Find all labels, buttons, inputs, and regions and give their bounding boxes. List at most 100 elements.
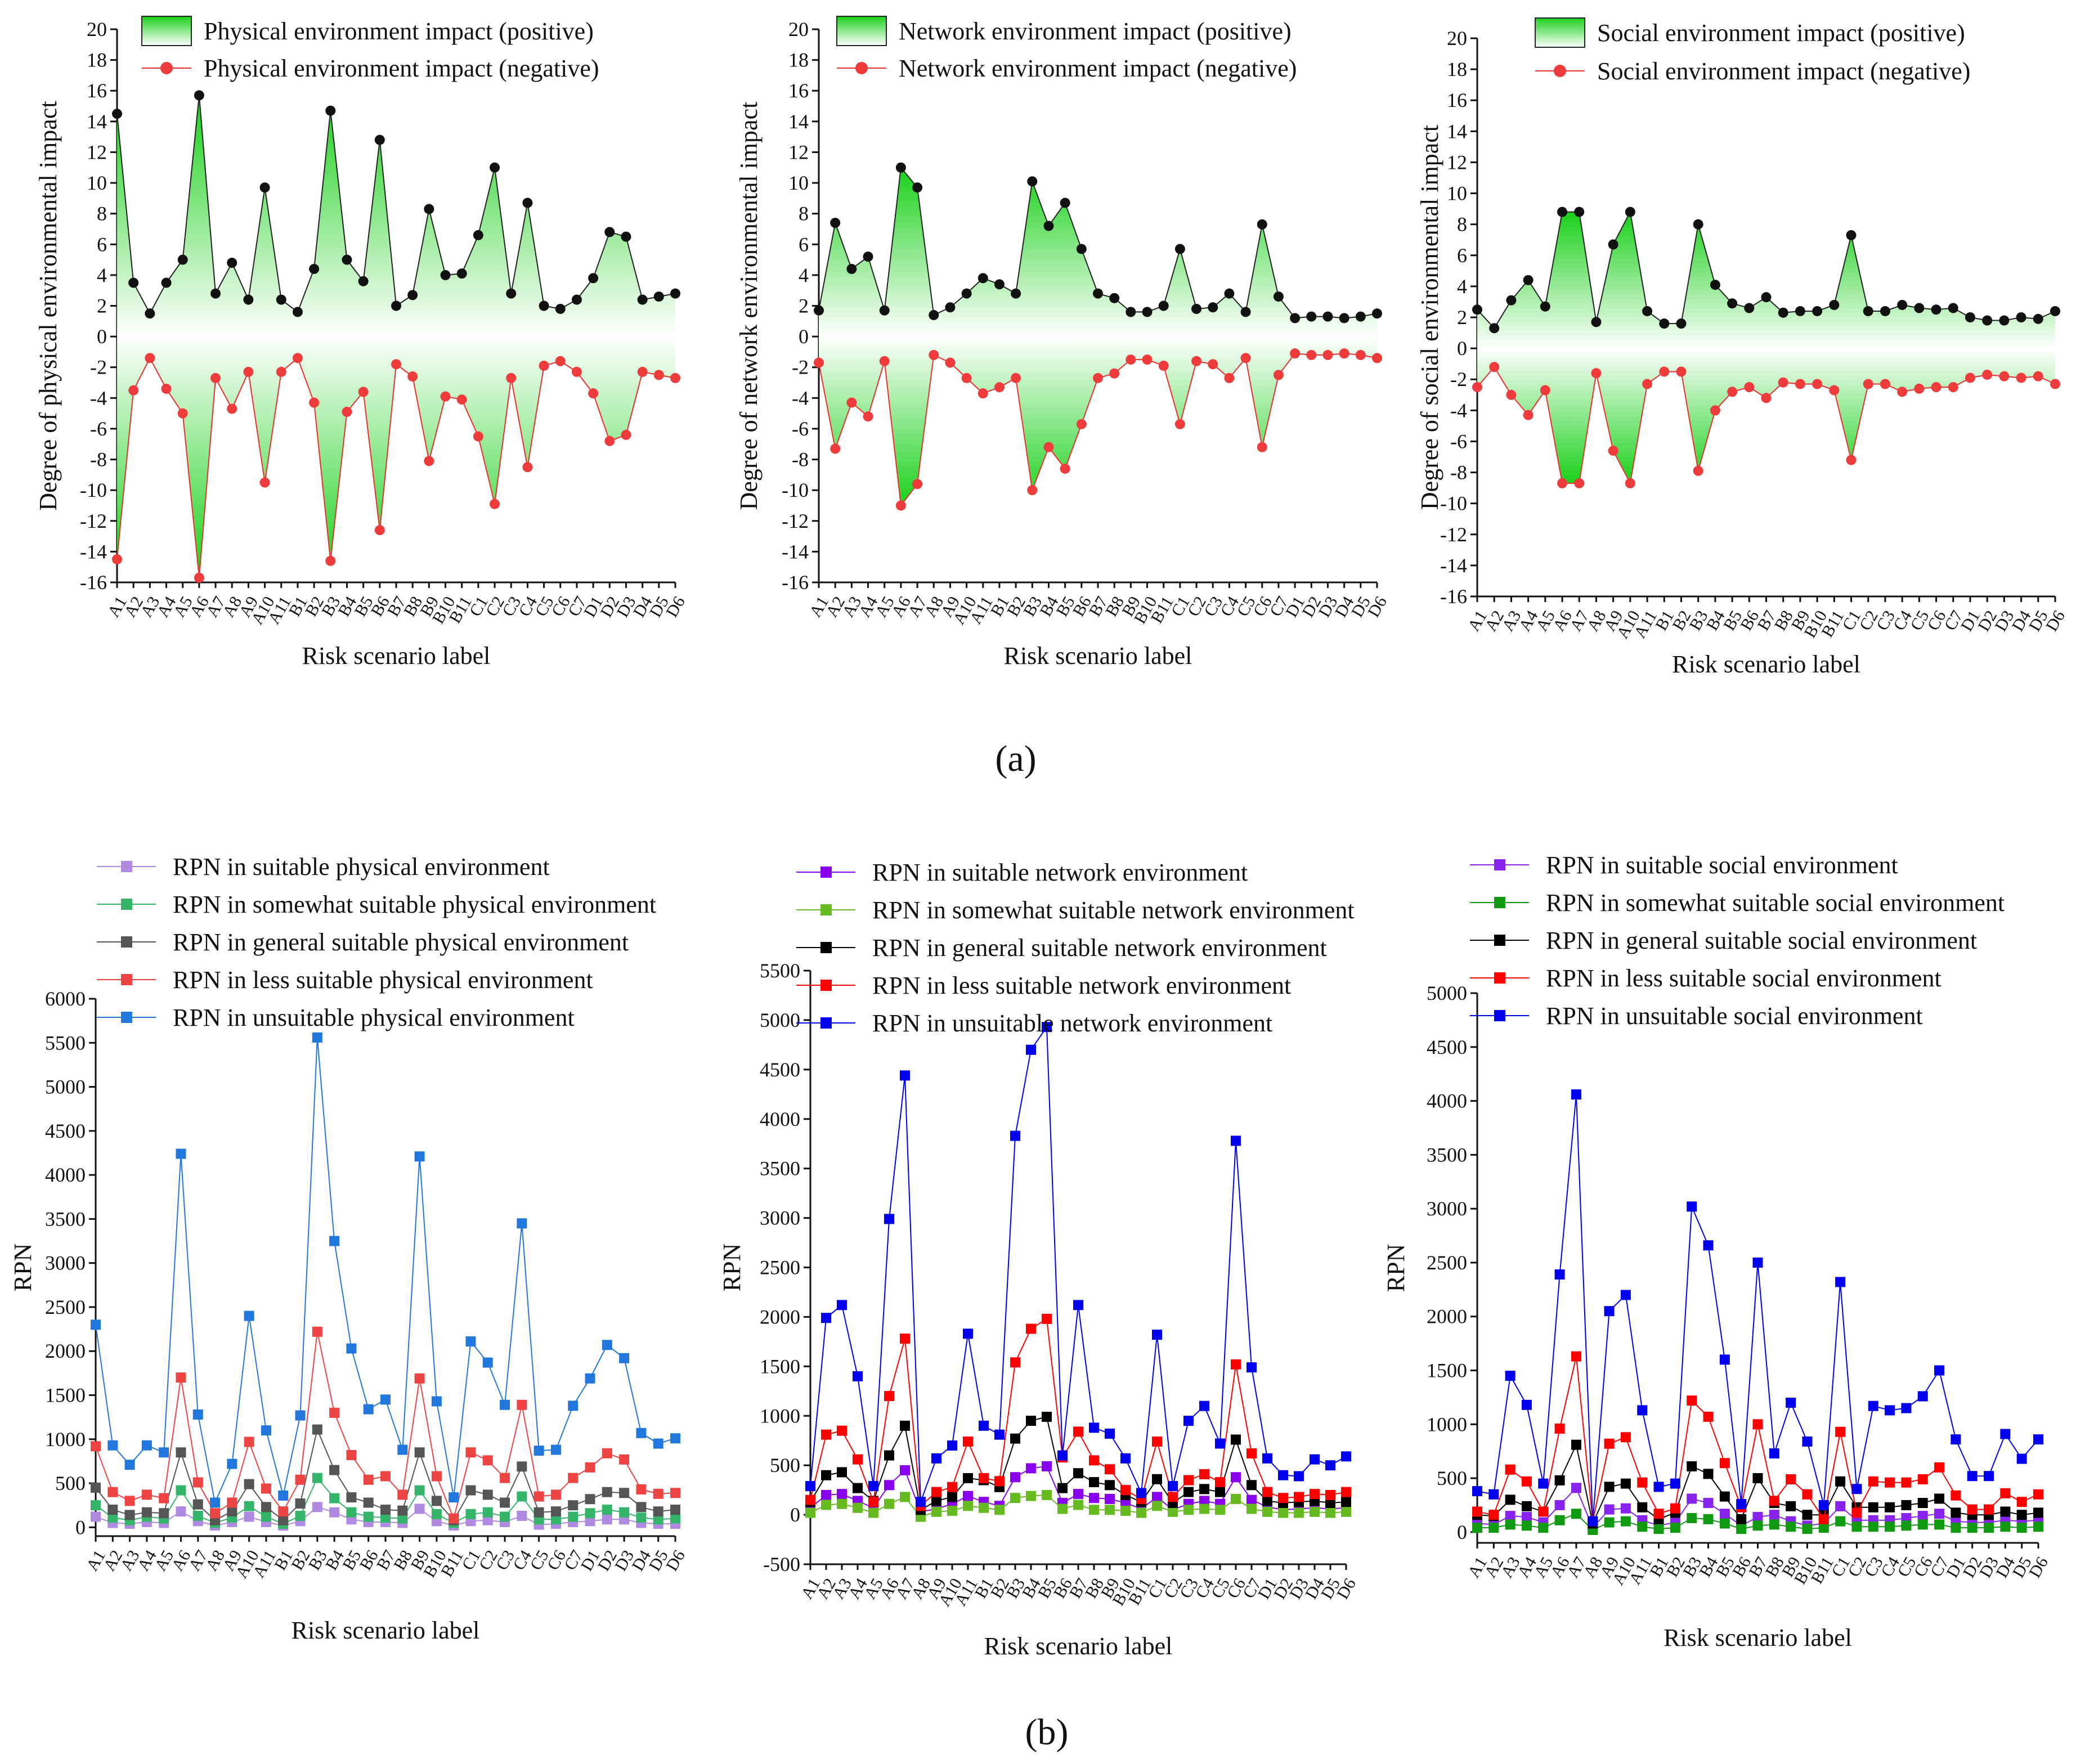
series-point: [431, 1396, 442, 1407]
negative-point: [1795, 379, 1805, 389]
series-point: [1637, 1521, 1648, 1532]
series-point: [1199, 1503, 1209, 1514]
series-point: [1010, 1472, 1020, 1483]
negative-point: [961, 372, 972, 383]
series-point: [1231, 1472, 1241, 1483]
series-point: [1653, 1524, 1664, 1534]
positive-point: [1829, 299, 1840, 310]
series-point: [533, 1507, 544, 1518]
series-point: [1752, 1419, 1763, 1430]
series-point: [1521, 1399, 1532, 1410]
legend-label: RPN in general suitable physical environ…: [173, 928, 629, 956]
series-point: [1136, 1507, 1146, 1518]
series-point: [1057, 1503, 1068, 1514]
positive-point: [1727, 298, 1738, 309]
series-point: [1620, 1516, 1631, 1527]
series-point: [1620, 1503, 1631, 1514]
positive-point: [227, 258, 237, 268]
series-point: [1934, 1493, 1945, 1504]
series-point: [670, 1505, 680, 1515]
positive-point: [588, 273, 599, 284]
positive-point: [374, 134, 385, 145]
y-tick-label: 4000: [760, 1108, 800, 1130]
negative-point: [1829, 385, 1840, 396]
series-point: [1183, 1475, 1194, 1485]
y-tick-label: 2500: [1427, 1251, 1467, 1274]
series-point: [568, 1401, 579, 1411]
negative-point: [1557, 478, 1568, 488]
negative-point: [1778, 377, 1788, 388]
positive-area: [117, 95, 675, 337]
series-point: [500, 1497, 510, 1508]
legend-label: RPN in somewhat suitable physical enviro…: [173, 891, 656, 918]
series-point: [1089, 1422, 1099, 1433]
y-tick-label: 8: [97, 203, 107, 225]
series-point: [837, 1489, 847, 1500]
y-tick-label: 3000: [1427, 1197, 1467, 1220]
y-tick-label: 1000: [760, 1404, 800, 1427]
y-tick-label: -12: [1440, 523, 1467, 546]
series-point: [585, 1373, 595, 1384]
series-point: [482, 1489, 493, 1500]
negative-point: [2033, 371, 2043, 381]
y-axis-title: RPN: [718, 1244, 746, 1292]
positive-point: [391, 300, 401, 311]
series-point: [1231, 1493, 1241, 1504]
series-point: [1089, 1505, 1099, 1515]
negative-point: [243, 366, 254, 377]
series-point: [1653, 1509, 1664, 1519]
series-point: [853, 1454, 863, 1465]
series-point: [1752, 1512, 1763, 1523]
negative-point: [1191, 356, 1202, 366]
y-tick-label: 14: [87, 110, 107, 133]
series-point: [107, 1505, 118, 1515]
series-point: [1310, 1489, 1320, 1500]
negative-point: [653, 370, 664, 380]
legend-marker: [121, 974, 132, 985]
series-point: [1802, 1524, 1813, 1534]
negative-point: [912, 479, 923, 490]
y-tick-label: 18: [87, 49, 107, 71]
series-point: [1637, 1502, 1648, 1512]
y-tick-label: -8: [1450, 461, 1467, 484]
series-point: [192, 1499, 203, 1510]
legend-label: RPN in unsuitable physical environment: [173, 1004, 575, 1031]
series-point: [1231, 1135, 1241, 1146]
legend-label-positive: Social environment impact (positive): [1597, 19, 1965, 47]
series-point: [1341, 1487, 1351, 1497]
positive-point: [830, 218, 841, 228]
negative-point: [2016, 372, 2026, 383]
y-tick-label: 2500: [760, 1256, 800, 1279]
negative-point: [473, 431, 483, 442]
negative-area: [819, 336, 1377, 506]
series-point: [517, 1510, 527, 1521]
series-point: [1278, 1507, 1288, 1518]
chart-b3: 0 500 1000 1500 2000 2500 3000 3500 4000 4500 5000…: [1382, 851, 2052, 1651]
series-point: [636, 1428, 647, 1438]
series-point: [1818, 1514, 1829, 1524]
chart-b1: 0 500 1000 1500 2000 2500 3000 3500 4000 4500 5000…: [9, 853, 689, 1644]
positive-point: [863, 252, 873, 262]
positive-point: [879, 305, 890, 316]
y-tick-label: 2: [799, 295, 809, 317]
positive-point: [490, 162, 500, 173]
series-point: [1703, 1411, 1714, 1422]
y-tick-label: 6000: [45, 988, 86, 1010]
positive-point: [1208, 302, 1218, 313]
negative-point: [879, 356, 890, 366]
series-point: [1538, 1523, 1549, 1533]
series-point: [979, 1473, 989, 1484]
series-point: [1152, 1436, 1162, 1447]
y-tick-label: 20: [788, 18, 809, 41]
series-point: [176, 1148, 186, 1159]
series-point: [900, 1465, 910, 1475]
series-point: [868, 1507, 878, 1518]
series-point: [192, 1510, 203, 1521]
chart-a1: -16-14-12-10-8-6-4-202468101214161820A1A…: [34, 16, 689, 670]
series-point: [1885, 1502, 1895, 1512]
series-point: [414, 1373, 425, 1384]
positive-point: [555, 303, 566, 314]
positive-point: [1240, 307, 1251, 317]
series-point: [1670, 1523, 1680, 1533]
series-point: [1215, 1477, 1225, 1488]
